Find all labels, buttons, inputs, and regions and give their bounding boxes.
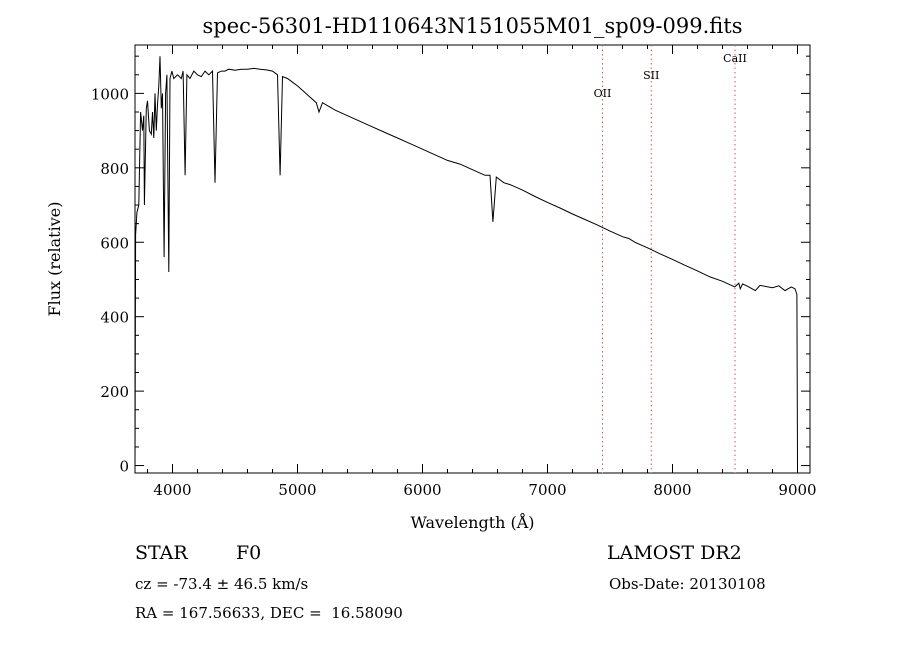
- survey-name: LAMOST DR2: [607, 542, 742, 564]
- x-tick-label: 4000: [153, 481, 191, 499]
- object-subclass: F0: [236, 542, 262, 564]
- x-axis-label: Wavelength (Å): [410, 512, 534, 532]
- y-tick-label: 200: [100, 383, 129, 401]
- obs-date: Obs-Date: 20130108: [609, 575, 766, 593]
- y-axis-label: Flux (relative): [45, 202, 64, 317]
- coordinates: RA = 167.56633, DEC = 16.58090: [135, 604, 403, 622]
- cz-readout: cz = -73.4 ± 46.5 km/s: [135, 575, 309, 593]
- spectrum-series-line: [134, 56, 798, 466]
- x-tick-label: 9000: [778, 481, 816, 499]
- line-label-oii: OII: [594, 87, 612, 100]
- x-tick-label: 5000: [278, 481, 316, 499]
- plot-frame: [134, 44, 811, 474]
- y-tick-label: 1000: [91, 85, 129, 103]
- object-class: STAR: [135, 542, 188, 564]
- x-tick-label: 7000: [528, 481, 566, 499]
- x-tick-label: 6000: [403, 481, 441, 499]
- y-tick-label: 0: [119, 458, 129, 476]
- x-tick-label: 8000: [653, 481, 691, 499]
- line-label-caii: CaII: [723, 52, 747, 65]
- y-tick-label: 800: [100, 160, 129, 178]
- spectrum-chart: spec-56301-HD110643N151055M01_sp09-099.f…: [45, 14, 817, 532]
- line-label-sii: SII: [643, 69, 659, 82]
- y-tick-label: 600: [100, 234, 129, 252]
- y-tick-label: 400: [100, 309, 129, 327]
- chart-title: spec-56301-HD110643N151055M01_sp09-099.f…: [202, 14, 742, 38]
